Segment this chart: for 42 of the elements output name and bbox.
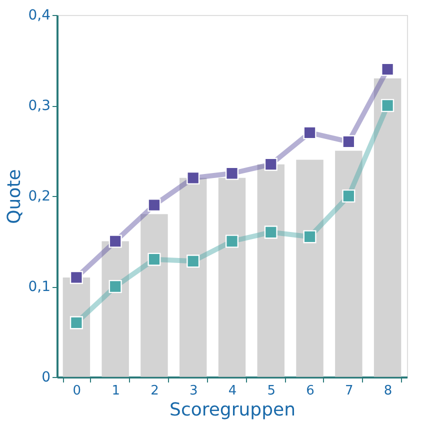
point <box>303 126 316 140</box>
x-tick-label: 7 <box>345 384 354 398</box>
y-tick-label: 0,3 <box>28 98 50 114</box>
x-tick-label: 8 <box>384 384 392 398</box>
x-tick-label: 1 <box>112 384 120 398</box>
bar <box>218 178 246 377</box>
point <box>264 226 278 239</box>
bar <box>335 150 362 377</box>
point <box>70 316 83 330</box>
point <box>186 254 200 268</box>
y-tick-label: 0,4 <box>28 8 51 24</box>
point <box>108 280 122 294</box>
point <box>108 234 122 248</box>
point <box>148 198 161 212</box>
point <box>381 98 394 112</box>
bar <box>257 164 284 377</box>
bar <box>180 178 207 377</box>
bar <box>374 78 402 377</box>
point <box>342 135 356 148</box>
point <box>148 252 161 266</box>
bar <box>102 241 129 377</box>
y-tick-label: 0,1 <box>28 279 50 295</box>
x-tick-label: 2 <box>150 384 159 398</box>
x-tick-label: 3 <box>189 384 198 398</box>
point <box>342 189 356 203</box>
y-axis-title: Quote <box>4 169 26 224</box>
point <box>225 166 239 180</box>
point <box>186 171 200 184</box>
x-tick-label: 5 <box>267 384 276 398</box>
y-tick-label: 0 <box>42 370 50 386</box>
point <box>70 270 83 284</box>
y-tick-label: 0,2 <box>28 188 50 204</box>
x-tick-label: 0 <box>72 384 82 398</box>
point <box>303 230 316 244</box>
point <box>381 62 394 76</box>
x-tick-label: 6 <box>306 384 314 398</box>
point <box>264 158 278 171</box>
x-tick-label: 4 <box>228 384 237 398</box>
point <box>225 234 239 248</box>
bar <box>140 214 168 377</box>
bar <box>296 160 324 377</box>
x-axis-title: Scoregruppen <box>170 400 296 420</box>
